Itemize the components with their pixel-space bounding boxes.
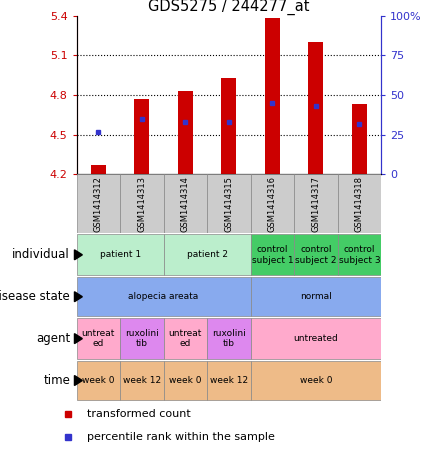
Bar — [352, 104, 367, 174]
Bar — [77, 174, 120, 233]
Text: agent: agent — [36, 332, 70, 345]
Text: week 12: week 12 — [123, 376, 161, 385]
Text: untreat
ed: untreat ed — [82, 329, 115, 348]
Bar — [164, 318, 207, 359]
Bar — [120, 318, 164, 359]
Text: GSM1414314: GSM1414314 — [181, 176, 190, 232]
Text: ruxolini
tib: ruxolini tib — [212, 329, 246, 348]
Bar — [77, 277, 251, 316]
Text: untreat
ed: untreat ed — [169, 329, 202, 348]
Text: week 0: week 0 — [82, 376, 115, 385]
Text: GSM1414312: GSM1414312 — [94, 176, 103, 232]
Bar — [294, 174, 338, 233]
Bar — [251, 361, 381, 400]
Bar — [338, 174, 381, 233]
Bar — [91, 165, 106, 174]
Text: week 12: week 12 — [210, 376, 248, 385]
Text: week 0: week 0 — [169, 376, 201, 385]
Text: alopecia areata: alopecia areata — [128, 292, 199, 301]
Bar — [207, 361, 251, 400]
Text: transformed count: transformed count — [87, 410, 191, 419]
Bar — [77, 234, 164, 275]
Text: control
subject 3: control subject 3 — [339, 245, 380, 265]
Text: control
subject 2: control subject 2 — [295, 245, 336, 265]
Bar — [164, 361, 207, 400]
Text: ruxolini
tib: ruxolini tib — [125, 329, 159, 348]
Bar — [207, 318, 251, 359]
Bar — [251, 318, 381, 359]
Text: time: time — [43, 374, 70, 387]
Title: GDS5275 / 244277_at: GDS5275 / 244277_at — [148, 0, 310, 14]
Bar — [251, 234, 294, 275]
Text: GSM1414317: GSM1414317 — [311, 176, 320, 232]
Text: GSM1414315: GSM1414315 — [224, 176, 233, 232]
Bar — [221, 78, 237, 174]
Bar — [120, 174, 164, 233]
Text: disease state: disease state — [0, 290, 70, 303]
Bar — [308, 42, 323, 174]
Text: control
subject 1: control subject 1 — [251, 245, 293, 265]
Text: individual: individual — [12, 248, 70, 261]
Text: GSM1414313: GSM1414313 — [138, 176, 146, 232]
Bar — [294, 234, 338, 275]
Text: week 0: week 0 — [300, 376, 332, 385]
Bar — [178, 91, 193, 174]
Bar — [164, 174, 207, 233]
Bar — [207, 174, 251, 233]
Text: percentile rank within the sample: percentile rank within the sample — [87, 432, 275, 442]
Bar — [338, 234, 381, 275]
Bar — [251, 174, 294, 233]
Bar — [77, 318, 120, 359]
Text: GSM1414316: GSM1414316 — [268, 176, 277, 232]
Bar — [265, 19, 280, 174]
Text: normal: normal — [300, 292, 332, 301]
Text: GSM1414318: GSM1414318 — [355, 176, 364, 232]
Text: patient 2: patient 2 — [187, 251, 228, 259]
Text: patient 1: patient 1 — [99, 251, 141, 259]
Bar — [77, 361, 120, 400]
Bar — [251, 277, 381, 316]
Bar — [120, 361, 164, 400]
Bar — [164, 234, 251, 275]
Text: untreated: untreated — [293, 334, 338, 343]
Bar — [134, 99, 149, 174]
